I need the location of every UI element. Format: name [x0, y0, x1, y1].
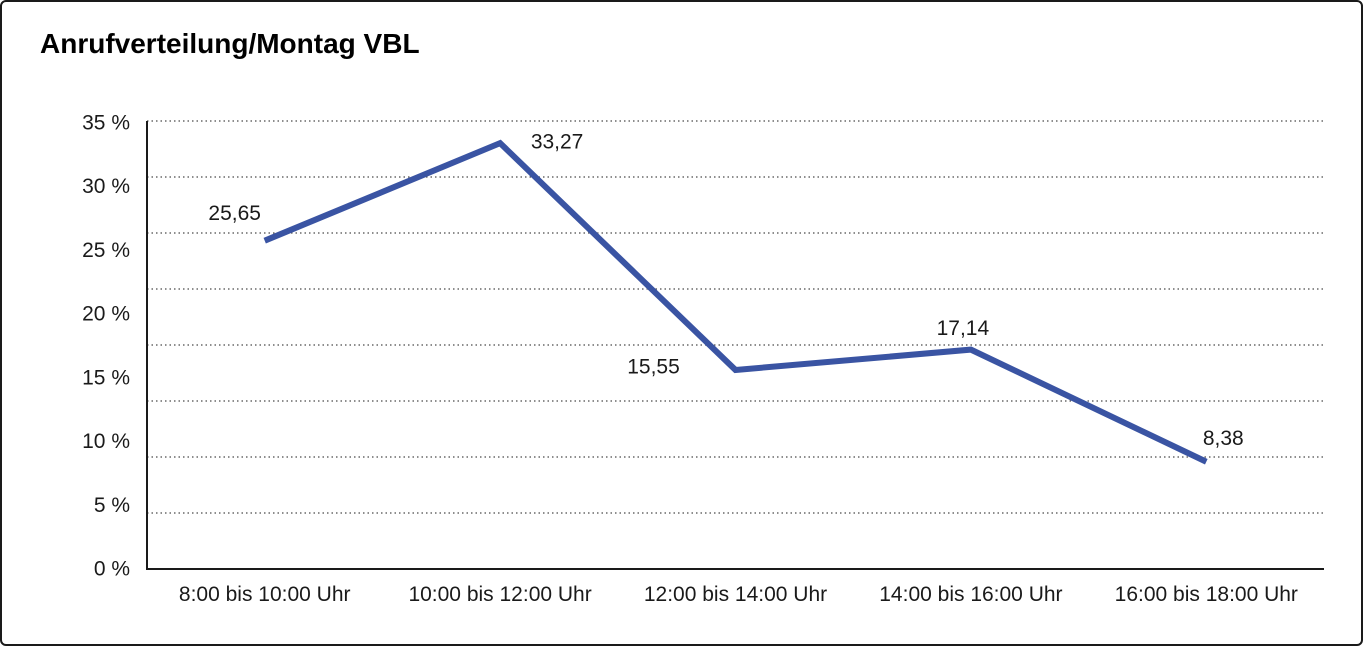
y-tick-label: 0 %	[94, 558, 130, 581]
data-point-label: 17,14	[937, 317, 990, 340]
chart-title: Anrufverteilung/Montag VBL	[40, 28, 420, 59]
x-category-label: 12:00 bis 14:00 Uhr	[644, 583, 827, 606]
data-point-label: 15,55	[627, 355, 680, 378]
x-category-label: 10:00 bis 12:00 Uhr	[408, 583, 591, 606]
y-tick-label: 10 %	[82, 430, 130, 453]
y-tick-label: 20 %	[82, 303, 130, 326]
y-tick-label: 35 %	[82, 112, 130, 135]
data-point-label: 8,38	[1203, 427, 1244, 450]
y-tick-label: 30 %	[82, 175, 130, 198]
data-point-label: 33,27	[531, 131, 584, 154]
y-tick-label: 5 %	[94, 494, 130, 517]
x-category-label: 16:00 bis 18:00 Uhr	[1115, 583, 1298, 606]
y-tick-label: 25 %	[82, 239, 130, 262]
y-tick-label: 15 %	[82, 366, 130, 389]
x-category-label: 14:00 bis 16:00 Uhr	[879, 583, 1062, 606]
x-category-label: 8:00 bis 10:00 Uhr	[179, 583, 351, 606]
data-point-label: 25,65	[208, 202, 261, 225]
data-line	[263, 139, 1208, 465]
